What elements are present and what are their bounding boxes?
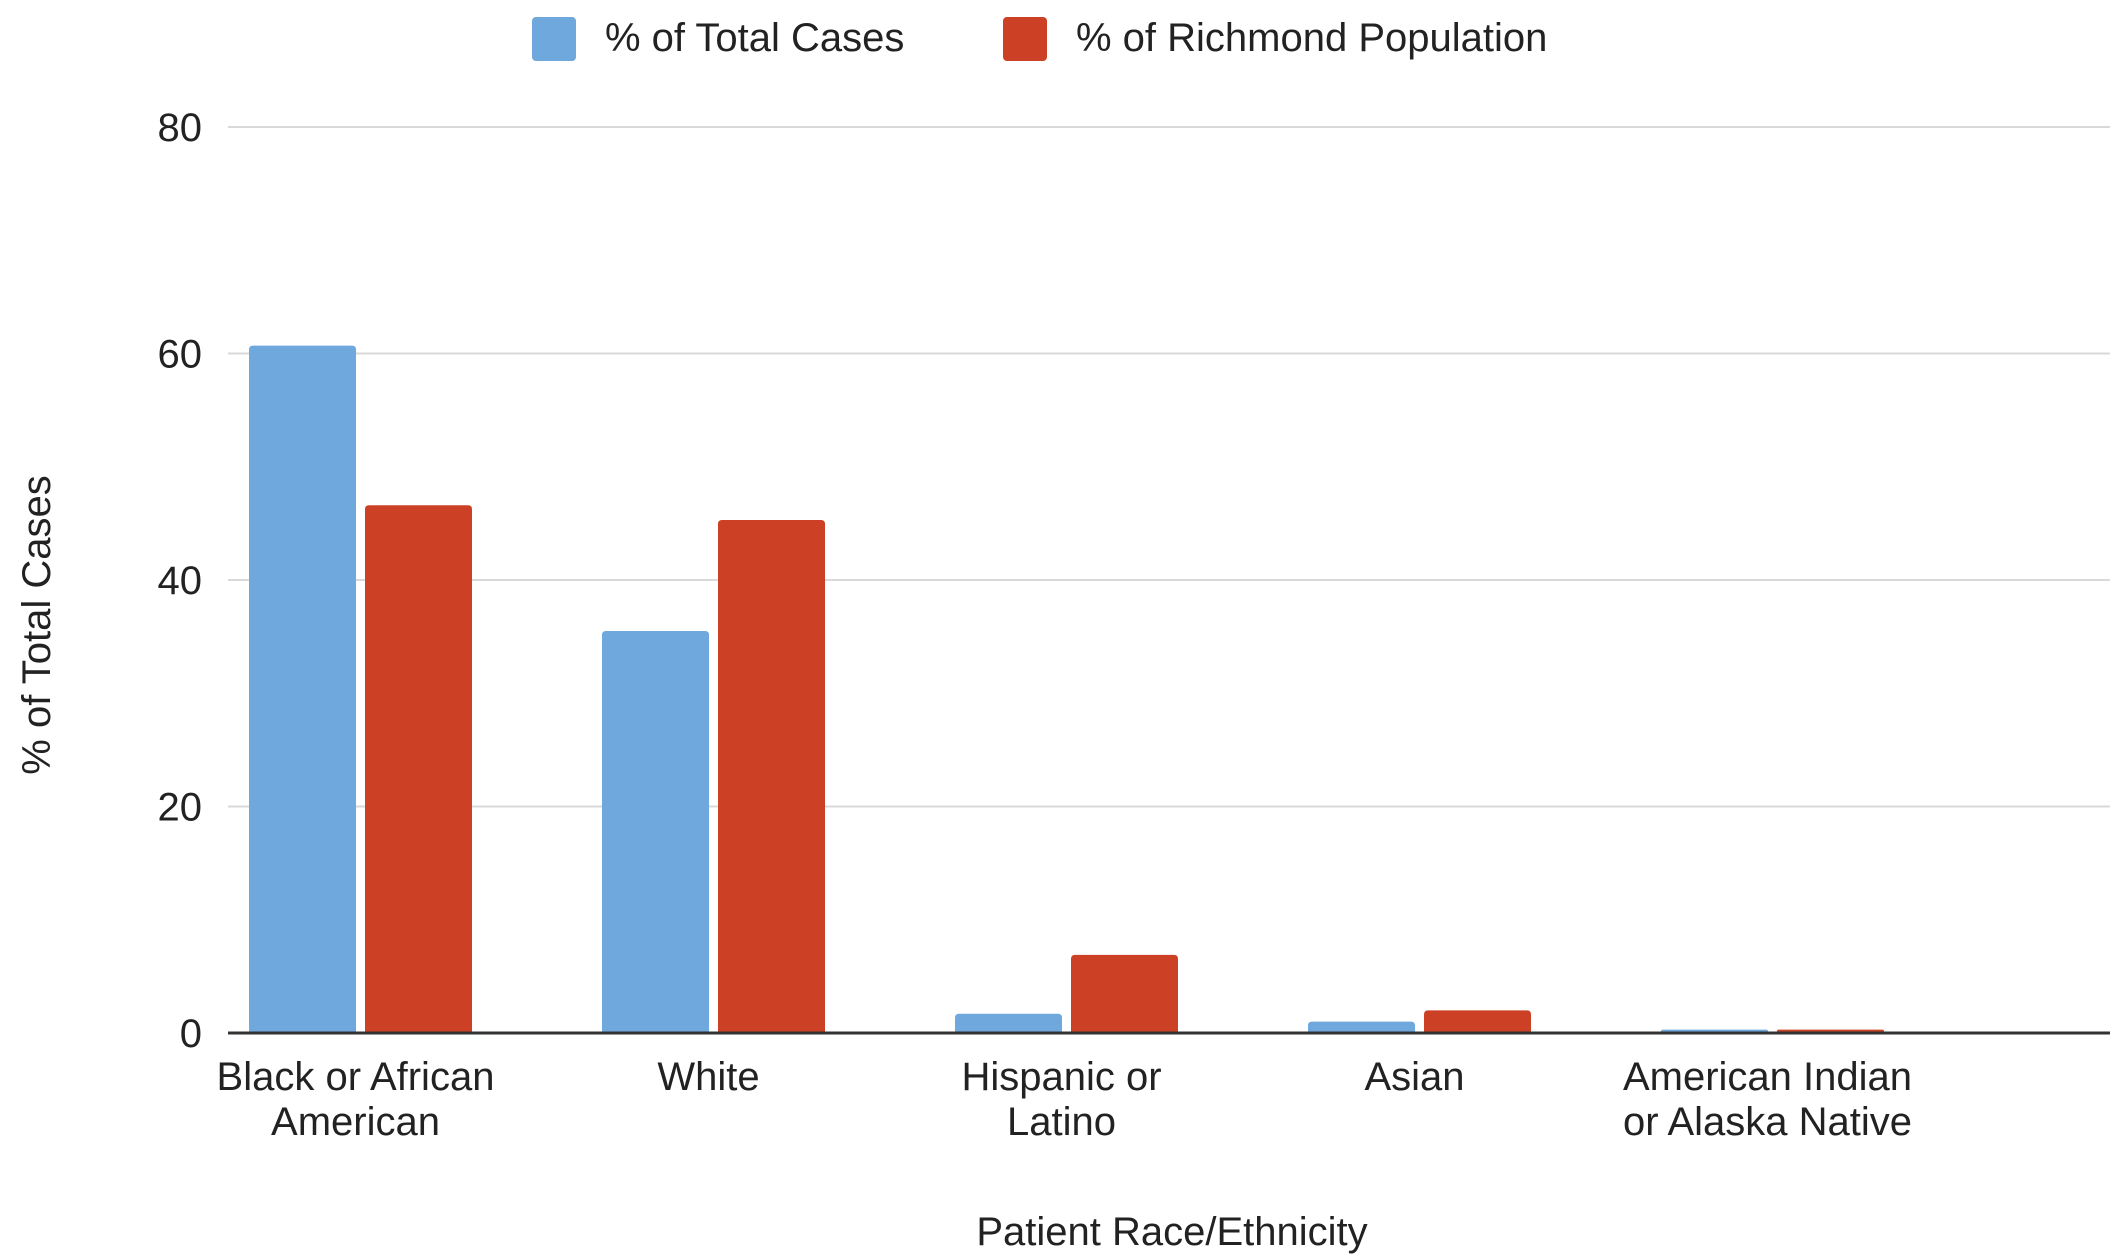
bar bbox=[1424, 1010, 1531, 1033]
legend-swatch bbox=[1003, 17, 1047, 61]
y-tick-label: 60 bbox=[158, 333, 203, 377]
bar-group bbox=[955, 954, 1178, 1033]
x-tick-label: Asian bbox=[1364, 1055, 1464, 1099]
bar bbox=[249, 345, 356, 1033]
x-tick-label: American Indian or Alaska Native bbox=[1623, 1055, 1912, 1144]
y-tick-label: 80 bbox=[158, 106, 203, 150]
bar-group bbox=[249, 345, 472, 1033]
x-tick-label: Black or African American bbox=[217, 1055, 495, 1144]
y-tick-label: 20 bbox=[158, 786, 203, 830]
legend-item: % of Richmond Population bbox=[1003, 16, 1547, 61]
y-axis-title: % of Total Cases bbox=[15, 475, 59, 774]
y-tick-label: 0 bbox=[180, 1012, 202, 1056]
legend-label: % of Total Cases bbox=[605, 16, 904, 60]
bar bbox=[1071, 954, 1178, 1033]
x-axis-title: Patient Race/Ethnicity bbox=[976, 1210, 1367, 1254]
y-tick-labels: 0 20 40 60 80 bbox=[158, 106, 203, 1056]
legend-item: % of Total Cases bbox=[532, 16, 904, 61]
bar-group bbox=[602, 519, 825, 1033]
bar bbox=[718, 519, 825, 1033]
gridlines bbox=[228, 126, 2110, 808]
y-tick-label: 40 bbox=[158, 559, 203, 603]
bars bbox=[249, 345, 1884, 1033]
x-tick-label: White bbox=[657, 1055, 759, 1099]
legend-swatch bbox=[532, 17, 576, 61]
bar-group bbox=[1308, 1010, 1531, 1033]
bar bbox=[955, 1013, 1062, 1033]
x-tick-label: Hispanic or Latino bbox=[961, 1055, 1161, 1144]
legend-label: % of Richmond Population bbox=[1076, 16, 1547, 60]
bar bbox=[365, 505, 472, 1033]
legend: % of Total Cases % of Richmond Population bbox=[532, 16, 1547, 61]
bar bbox=[1308, 1021, 1415, 1033]
x-tick-labels: Black or African American White Hispanic or… bbox=[217, 1055, 1912, 1144]
bar bbox=[602, 630, 709, 1033]
